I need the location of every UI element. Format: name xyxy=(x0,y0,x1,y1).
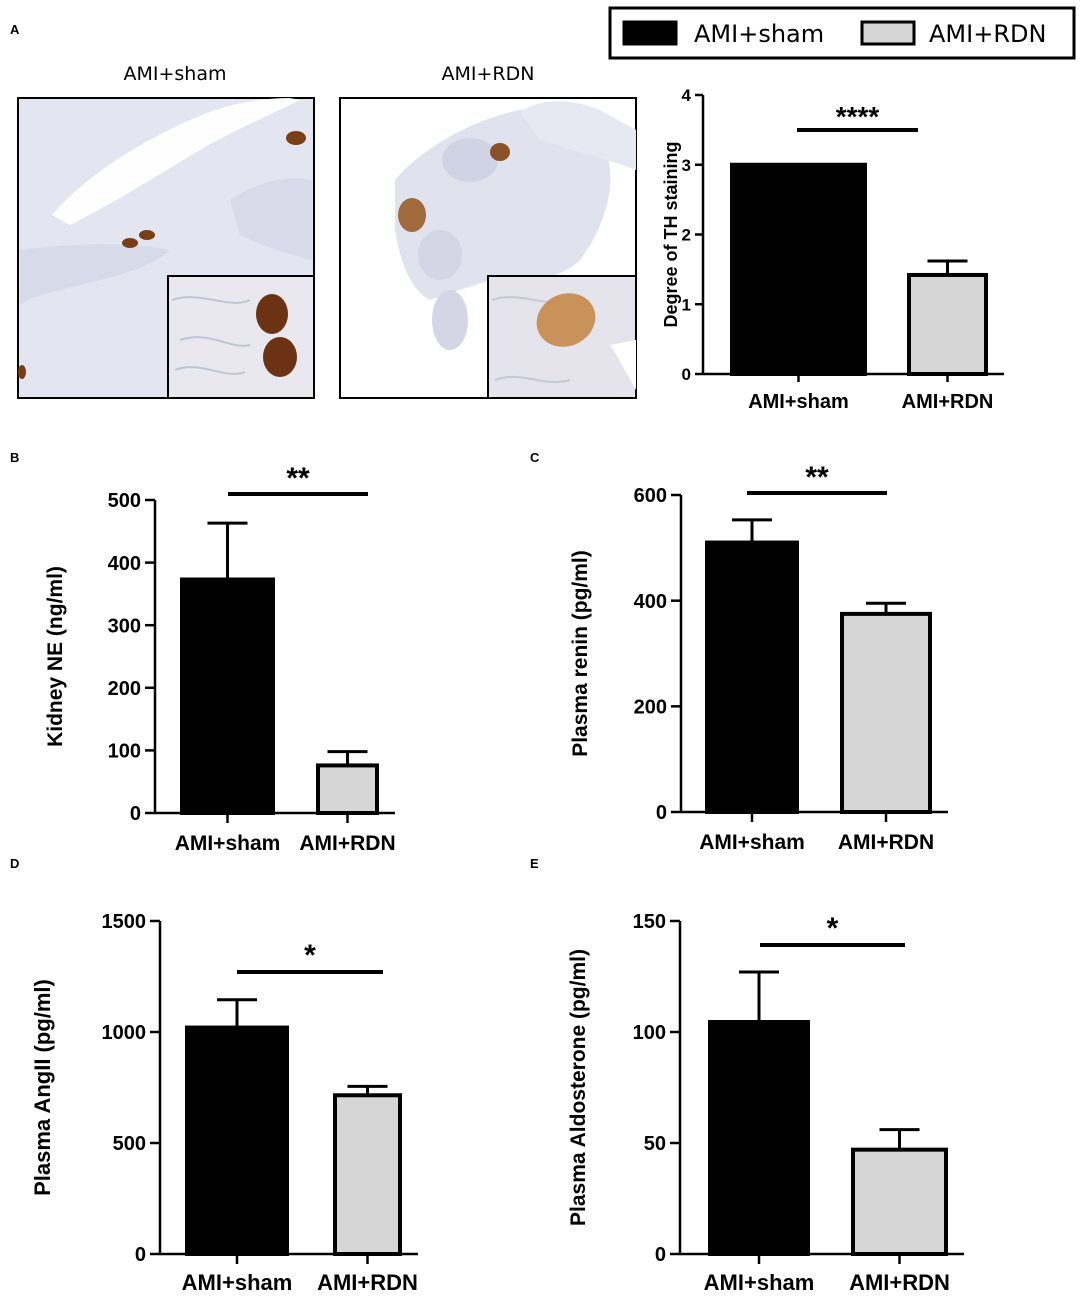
y-tick-label: 600 xyxy=(634,485,667,507)
y-tick-label: 1 xyxy=(682,295,691,314)
panel-label-e: E xyxy=(530,856,539,871)
x-tick-label: AMI+sham xyxy=(699,831,805,854)
y-tick-label: 2 xyxy=(682,226,691,245)
panel-label-b: B xyxy=(10,450,19,465)
legend-frame xyxy=(608,6,1076,60)
panel-label-d: D xyxy=(10,856,19,871)
nerve-bundle-stain xyxy=(286,131,306,145)
micrograph-title-sham: AMI+sham xyxy=(123,63,226,85)
y-tick-label: 1000 xyxy=(102,1022,147,1044)
micrograph-title-rdn: AMI+RDN xyxy=(442,63,535,85)
y-axis-label: Degree of TH staining xyxy=(661,141,681,327)
bar-ami-rdn xyxy=(907,272,988,376)
chart-plasma-angii: AMI+sham AMI+RDN 0 500 1000 1500 Plasma AngII … xyxy=(30,911,418,1295)
y-tick-label: 1500 xyxy=(102,911,147,933)
x-tick-label: AMI+RDN xyxy=(838,831,934,854)
bar-ami-sham xyxy=(708,1020,810,1257)
nerve-bundle-stain xyxy=(398,198,426,232)
significance-label: * xyxy=(827,912,839,945)
x-tick-label: AMI+RDN xyxy=(317,1270,418,1295)
y-axis-label: Kidney NE (ng/ml) xyxy=(44,566,67,747)
x-tick-label: AMI+RDN xyxy=(902,391,994,413)
y-tick-label: 0 xyxy=(656,802,667,824)
nerve-bundle-stain xyxy=(122,238,138,248)
x-tick-label: AMI+sham xyxy=(704,1270,815,1295)
x-tick-label: AMI+RDN xyxy=(299,832,395,855)
panel-label-a: A xyxy=(10,22,20,37)
legend-label-sham: AMI+sham xyxy=(694,20,824,48)
significance-label: ** xyxy=(286,462,310,495)
y-tick-label: 200 xyxy=(634,697,667,719)
nerve-bundle-stain-inset xyxy=(263,337,297,377)
y-axis-label: Plasma AngII (pg/ml) xyxy=(30,979,55,1196)
y-tick-label: 0 xyxy=(682,365,691,384)
chart-plasma-renin: AMI+sham AMI+RDN 0 200 400 600 Plasma renin (p… xyxy=(569,461,948,854)
legend: AMI+sham AMI+RDN xyxy=(608,6,1076,60)
y-tick-label: 500 xyxy=(108,490,141,512)
y-tick-label: 150 xyxy=(633,911,666,933)
legend-swatch-sham xyxy=(622,20,678,46)
bar-ami-rdn xyxy=(851,1147,948,1257)
nerve-bundle-stain-inset xyxy=(256,294,288,334)
y-tick-label: 400 xyxy=(108,553,141,575)
micrograph-rdn xyxy=(339,97,637,399)
legend-label-rdn: AMI+RDN xyxy=(929,20,1046,48)
y-tick-label: 4 xyxy=(682,86,692,105)
nerve-bundle-stain xyxy=(139,230,155,240)
y-tick-label: 100 xyxy=(108,741,141,763)
bar-ami-sham xyxy=(730,162,867,376)
y-tick-label: 300 xyxy=(108,615,141,637)
micrograph-sham xyxy=(17,97,315,399)
y-tick-label: 3 xyxy=(682,156,691,175)
x-tick-label: AMI+sham xyxy=(182,1270,293,1295)
nerve-bundle-stain xyxy=(490,143,510,161)
y-axis-label: Plasma renin (pg/ml) xyxy=(569,550,592,757)
bar-ami-rdn xyxy=(840,611,932,814)
y-axis-label: Plasma Aldosterone (pg/ml) xyxy=(567,949,590,1226)
chart-plasma-aldosterone: AMI+sham AMI+RDN 0 50 100 150 Plasma Aldostero… xyxy=(567,911,964,1295)
x-tick-label: AMI+sham xyxy=(748,391,849,413)
significance-label: ** xyxy=(805,461,829,494)
nerve-bundle-stain-inset xyxy=(536,293,596,347)
y-tick-label: 100 xyxy=(633,1022,666,1044)
y-tick-label: 0 xyxy=(655,1244,666,1266)
y-tick-label: 400 xyxy=(634,591,667,613)
y-tick-label: 0 xyxy=(130,803,141,825)
y-tick-label: 0 xyxy=(135,1244,146,1266)
x-tick-label: AMI+RDN xyxy=(849,1270,950,1295)
chart-kidney-ne: AMI+sham AMI+RDN 0 100 200 300 400 500 Kidney NE… xyxy=(44,462,396,855)
panel-label-c: C xyxy=(530,450,540,465)
bar-ami-rdn xyxy=(316,763,379,816)
legend-swatch-rdn xyxy=(860,20,916,46)
significance-label: **** xyxy=(836,101,880,132)
y-tick-label: 50 xyxy=(644,1133,666,1155)
significance-label: * xyxy=(304,939,316,972)
x-tick-label: AMI+sham xyxy=(175,832,281,855)
y-tick-label: 500 xyxy=(113,1133,146,1155)
chart-degree-th-staining: AMI+sham AMI+RDN 0 1 2 3 4 Degree of TH stainin… xyxy=(661,86,1004,413)
bar-ami-sham xyxy=(180,577,275,816)
bar-ami-rdn xyxy=(333,1093,402,1257)
y-tick-label: 200 xyxy=(108,678,141,700)
bar-ami-sham xyxy=(185,1025,289,1257)
bar-ami-sham xyxy=(705,540,799,814)
